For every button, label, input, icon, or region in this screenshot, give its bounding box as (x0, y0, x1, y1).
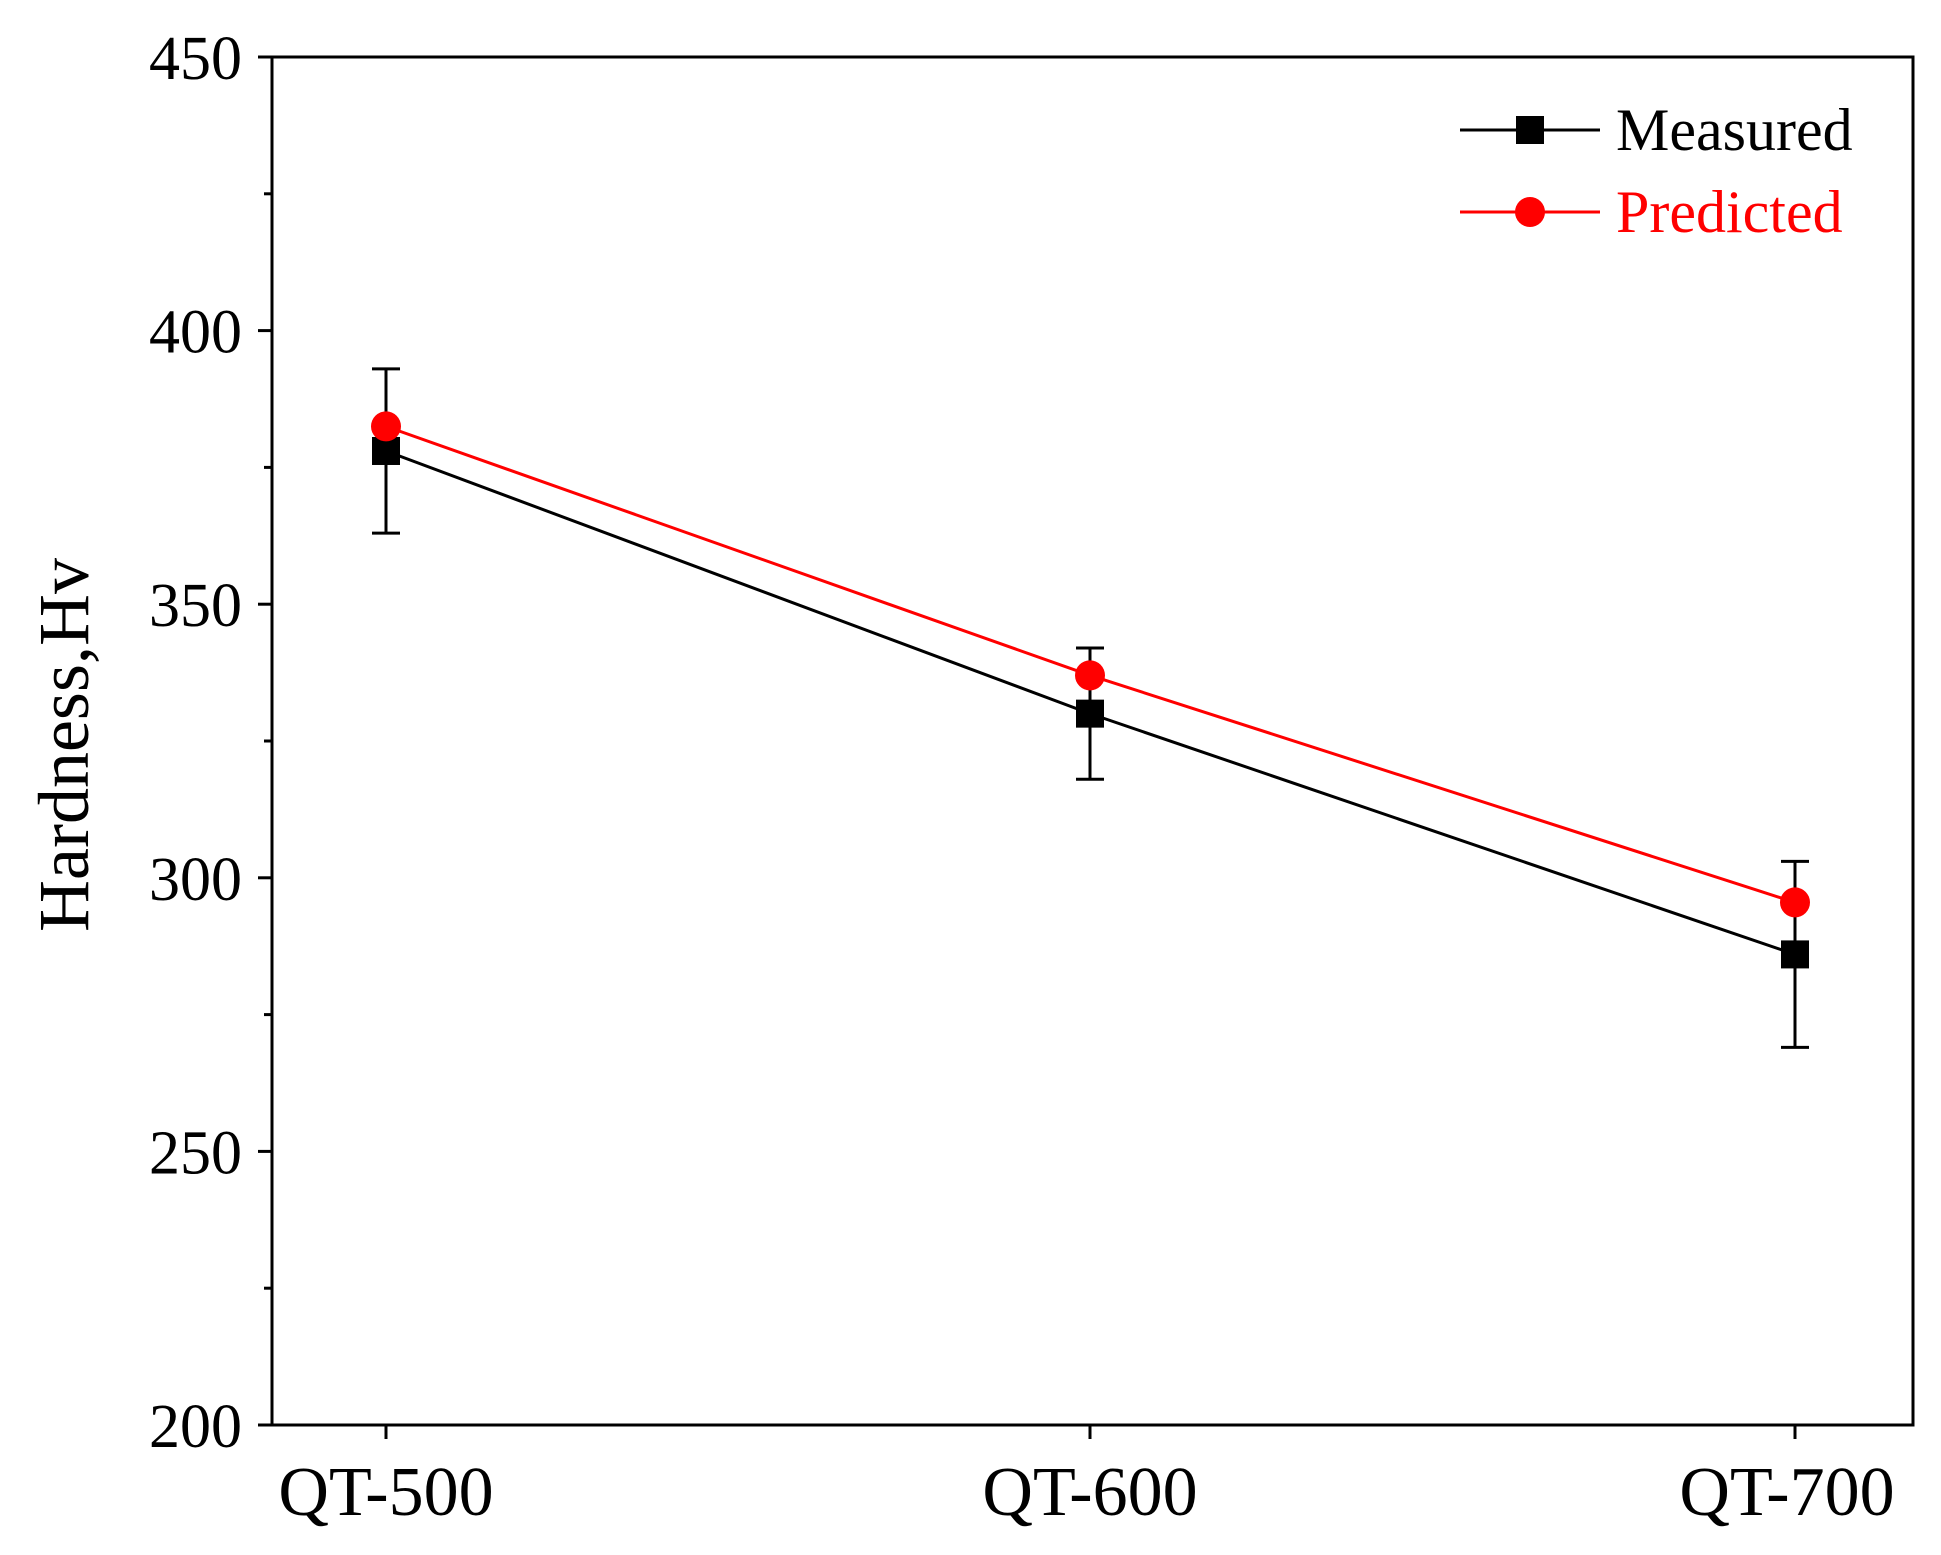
plot-border (270, 55, 1915, 1427)
legend-marker (1516, 116, 1544, 144)
data-point (1780, 887, 1810, 918)
data-point (372, 436, 400, 465)
data-point (1781, 940, 1809, 969)
y-axis-ticks: 200 250 300 350 400 450 (149, 25, 272, 1461)
y-tick-label: 200 (149, 1393, 242, 1461)
plot-frame (270, 55, 1915, 1427)
legend-item-measured: Measured (1460, 97, 1853, 163)
y-tick-label: 450 (149, 25, 242, 93)
y-tick-label: 250 (149, 1119, 242, 1187)
y-axis-title: Hardness,Hv (24, 558, 104, 932)
data-point (371, 411, 401, 442)
x-tick-label: QT-500 (278, 1454, 493, 1531)
x-axis-ticks: QT-500 QT-600 QT-700 (278, 1425, 1895, 1531)
x-tick-label: QT-700 (1679, 1454, 1894, 1531)
markers-predicted (371, 411, 1810, 918)
legend-label: Predicted (1616, 179, 1843, 245)
y-tick-label: 350 (149, 572, 242, 640)
legend-item-predicted: Predicted (1460, 179, 1843, 245)
data-point (1076, 699, 1104, 728)
data-point (1075, 660, 1105, 691)
series-layer (371, 367, 1810, 1049)
legend-label: Measured (1616, 97, 1853, 163)
legend-marker (1515, 197, 1545, 227)
x-tick-label: QT-600 (982, 1454, 1197, 1531)
y-tick-label: 400 (149, 299, 242, 367)
legend: Measured Predicted (1460, 97, 1853, 245)
markers-measured (372, 436, 1809, 969)
y-tick-label: 300 (149, 846, 242, 914)
